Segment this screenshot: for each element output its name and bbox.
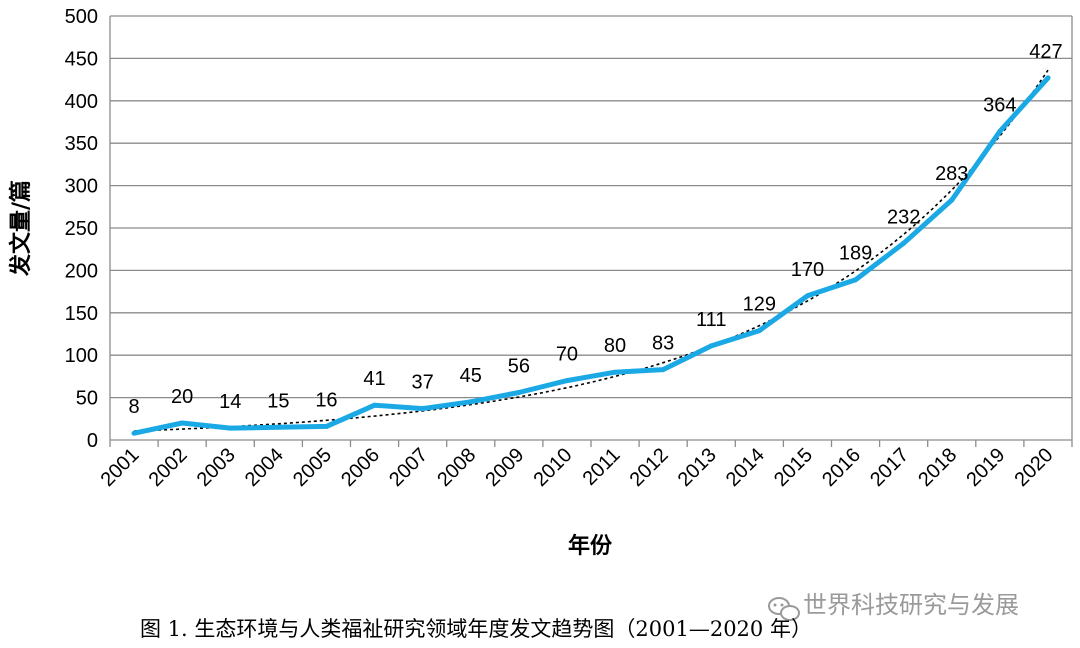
x-tick-2017: 2017 — [866, 444, 913, 491]
data-label-2018: 283 — [935, 163, 968, 185]
data-point-2007 — [420, 406, 426, 412]
x-tick-2019: 2019 — [962, 444, 1009, 491]
wechat-icon — [768, 597, 800, 621]
x-tick-2001: 2001 — [97, 444, 144, 491]
x-tick-2007: 2007 — [385, 444, 432, 491]
data-point-2009 — [516, 390, 522, 395]
data-label-2009: 56 — [508, 356, 530, 378]
data-label-2005: 16 — [315, 389, 337, 411]
data-point-2013 — [708, 343, 714, 349]
data-labels: 8 20 14 15 16 41 37 45 56 70 80 83 111 129 170 189 232 28… — [128, 41, 1062, 418]
data-point-2020 — [1045, 75, 1051, 81]
series-line — [131, 75, 1051, 436]
data-point-2004 — [275, 424, 281, 430]
data-label-2014: 129 — [743, 294, 776, 316]
data-label-2004: 15 — [267, 390, 289, 412]
data-point-2008 — [468, 399, 474, 405]
x-axis-title: 年份 — [568, 533, 613, 559]
gridlines — [110, 15, 1072, 399]
y-tick-50: 50 — [76, 388, 98, 410]
data-label-2002: 20 — [171, 386, 193, 408]
y-tick-250: 250 — [65, 218, 98, 240]
axes — [109, 16, 1073, 447]
x-tick-2011: 2011 — [579, 444, 625, 490]
data-label-2001: 8 — [128, 396, 139, 418]
data-label-2007: 37 — [412, 372, 434, 394]
y-tick-labels: 0 50 100 150 200 250 300 350 400 450 500 — [65, 6, 98, 452]
data-point-2006 — [372, 402, 378, 408]
x-tick-2008: 2008 — [433, 444, 480, 491]
y-tick-150: 150 — [65, 303, 98, 325]
data-point-2017 — [901, 240, 907, 246]
data-point-2012 — [660, 367, 666, 373]
data-point-2018 — [949, 197, 955, 203]
y-tick-100: 100 — [65, 345, 98, 367]
x-tick-2016: 2016 — [818, 444, 865, 491]
x-tick-2012: 2012 — [626, 444, 673, 491]
data-point-2019 — [997, 128, 1003, 134]
x-tick-2006: 2006 — [337, 444, 384, 491]
x-tick-2002: 2002 — [145, 444, 192, 491]
y-tick-300: 300 — [65, 176, 98, 198]
x-tick-2018: 2018 — [914, 444, 961, 491]
data-label-2006: 41 — [363, 368, 385, 390]
data-label-2015: 170 — [791, 259, 824, 281]
x-tick-2014: 2014 — [722, 444, 769, 491]
x-tick-2013: 2013 — [674, 444, 721, 491]
data-point-2005 — [324, 423, 329, 429]
data-point-2010 — [564, 378, 570, 384]
data-point-2001 — [131, 430, 137, 436]
x-tick-2010: 2010 — [529, 444, 576, 491]
data-label-2011: 80 — [604, 335, 626, 357]
series — [131, 75, 1051, 436]
x-tick-2004: 2004 — [241, 444, 288, 491]
data-label-2008: 45 — [460, 365, 482, 387]
data-point-2002 — [179, 420, 185, 426]
data-point-2015 — [805, 293, 810, 299]
data-point-2003 — [227, 425, 233, 431]
watermark: 世界科技研究与发展 — [768, 591, 1019, 621]
y-tick-500: 500 — [65, 6, 98, 28]
y-tick-350: 350 — [65, 133, 98, 155]
data-point-2011 — [612, 369, 618, 375]
trendline-path — [134, 69, 1049, 432]
trendline — [134, 69, 1049, 432]
x-tick-2009: 2009 — [481, 444, 528, 491]
data-label-2016: 189 — [839, 243, 872, 265]
x-tick-2020: 2020 — [1010, 444, 1057, 491]
y-axis-title: 发文量/篇 — [8, 180, 34, 277]
data-label-2017: 232 — [887, 206, 920, 228]
x-tick-2003: 2003 — [193, 444, 240, 491]
x-tick-labels: 2001 2002 2003 2004 2005 2006 2007 2008 2009 2010… — [97, 444, 1058, 491]
data-label-2010: 70 — [556, 344, 578, 366]
y-tick-200: 200 — [65, 260, 98, 282]
data-label-2020: 427 — [1029, 41, 1062, 63]
data-label-2012: 83 — [652, 333, 674, 355]
data-label-2019: 364 — [983, 94, 1016, 116]
x-tick-2015: 2015 — [770, 444, 817, 491]
data-point-2016 — [853, 277, 859, 283]
data-point-2014 — [756, 328, 762, 334]
watermark-text: 世界科技研究与发展 — [803, 591, 1019, 619]
y-tick-450: 450 — [65, 48, 98, 70]
y-tick-0: 0 — [87, 430, 98, 452]
figure-caption: 图 1. 生态环境与人类福祉研究领域年度发文趋势图（2001—2020 年） — [140, 617, 812, 641]
data-label-2013: 111 — [696, 309, 726, 331]
x-tick-2005: 2005 — [289, 444, 336, 491]
y-tick-400: 400 — [65, 91, 98, 113]
data-label-2003: 14 — [219, 391, 241, 413]
